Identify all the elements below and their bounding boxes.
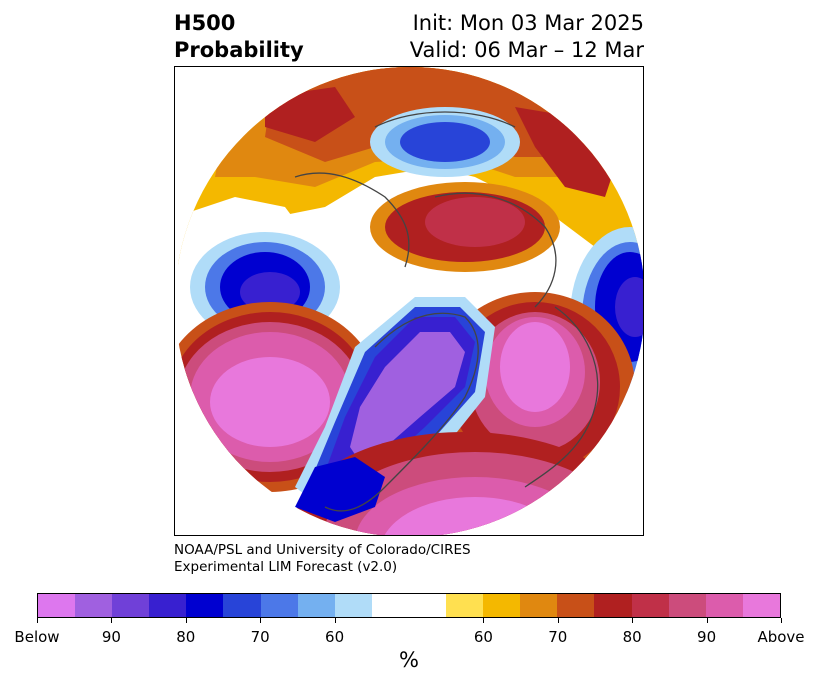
colorbar-segment [631, 594, 669, 617]
colorbar-segment [594, 594, 632, 617]
colorbar-tick-label: Above [757, 628, 805, 646]
colorbar-tick-mark [185, 618, 187, 623]
title-line-2: Probability [174, 38, 304, 62]
probability-field [175, 67, 643, 535]
colorbar-tick-mark [706, 618, 708, 623]
colorbar-tick-label: Below [14, 628, 60, 646]
map-title: H500 Probability [174, 10, 304, 64]
colorbar-tick-label: 90 [101, 628, 121, 646]
colorbar-segment [149, 594, 187, 617]
colorbar-tick-label: 80 [622, 628, 642, 646]
colorbar-segment [408, 594, 447, 617]
colorbar-segment [483, 594, 521, 617]
colorbar-tick-label: 70 [250, 628, 270, 646]
credit-line-2: Experimental LIM Forecast (v2.0) [174, 559, 398, 575]
colorbar-tick-mark [260, 618, 262, 623]
colorbar-tick-mark [111, 618, 113, 623]
colorbar-tick-mark [557, 618, 559, 623]
colorbar-segment [742, 594, 780, 617]
colorbar-segment [371, 594, 409, 617]
valid-range: Valid: 06 Mar – 12 Mar [409, 38, 644, 62]
init-date: Init: Mon 03 Mar 2025 [412, 11, 644, 35]
colorbar-segment [38, 594, 76, 617]
colorbar-segment [334, 594, 372, 617]
colorbar-unit: % [399, 648, 419, 672]
colorbar-segment [223, 594, 261, 617]
colorbar-segment [186, 594, 224, 617]
colorbar-segment [705, 594, 743, 617]
colorbar-tick-label: 60 [473, 628, 493, 646]
colorbar-tick-label: 60 [325, 628, 345, 646]
credit-text: NOAA/PSL and University of Colorado/CIRE… [174, 542, 471, 576]
colorbar-tick-label: 80 [176, 628, 196, 646]
coastlines [294, 111, 599, 512]
colorbar-segment [112, 594, 150, 617]
colorbar-tick-mark [334, 618, 336, 623]
map-panel [174, 66, 644, 536]
credit-line-1: NOAA/PSL and University of Colorado/CIRE… [174, 542, 471, 558]
colorbar-segment [668, 594, 706, 617]
date-info: Init: Mon 03 Mar 2025 Valid: 06 Mar – 12… [410, 10, 644, 64]
title-line-1: H500 [174, 11, 236, 35]
colorbar-segment [297, 594, 335, 617]
colorbar-tick-mark [632, 618, 634, 623]
colorbar-segment [520, 594, 558, 617]
colorbar-tick-mark [781, 618, 782, 623]
colorbar-segment [557, 594, 595, 617]
colorbar [37, 593, 781, 618]
colorbar-segment [75, 594, 113, 617]
colorbar-tick-mark [483, 618, 485, 623]
probability-map [175, 67, 643, 535]
colorbar-tick-label: 90 [697, 628, 717, 646]
colorbar-tick-label: 70 [548, 628, 568, 646]
colorbar-segment [260, 594, 298, 617]
colorbar-tick-mark [37, 618, 38, 623]
colorbar-segment [446, 594, 484, 617]
